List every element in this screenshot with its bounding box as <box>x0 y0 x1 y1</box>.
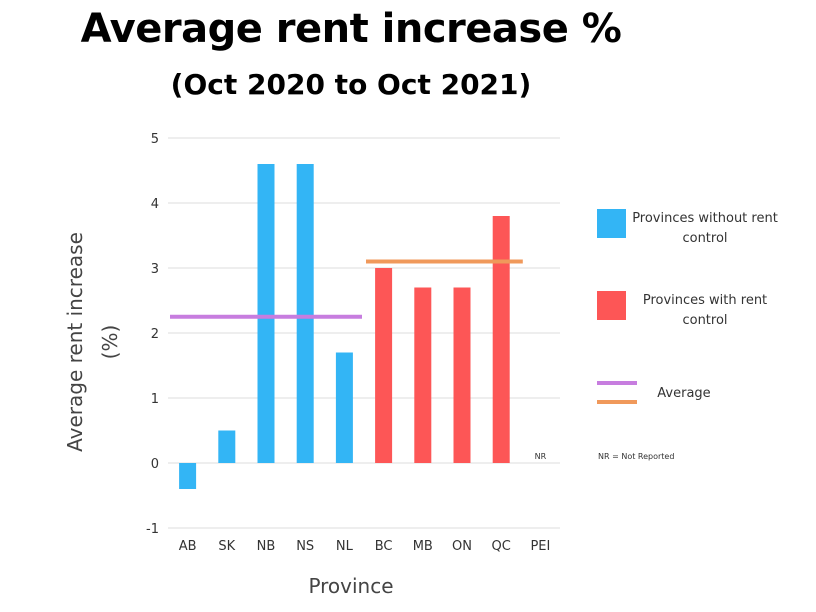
y-tick-label: 0 <box>151 457 159 472</box>
legend-swatch-without-rent-control <box>597 209 626 238</box>
y-tick-label: 4 <box>151 197 159 212</box>
x-tick-label-nb: NB <box>257 539 276 554</box>
x-tick-label-ab: AB <box>179 539 197 554</box>
y-axis-ticks: 5 4 3 2 1 0 -1 <box>146 132 159 537</box>
legend-label-without-line1: Provinces without rent <box>632 211 778 226</box>
bar-annotation-pei: NR <box>535 452 547 461</box>
x-tick-label-pei: PEI <box>530 539 550 554</box>
y-axis-title: Average rent increase <box>63 232 87 452</box>
x-tick-label-on: ON <box>452 539 472 554</box>
bar-on <box>453 287 471 463</box>
x-axis-ticks: AB SK NB NS NL BC MB ON QC PEI <box>179 539 551 554</box>
x-tick-label-mb: MB <box>413 539 433 554</box>
bars: NR <box>179 164 547 489</box>
y-tick-label: 1 <box>151 392 159 407</box>
bar-ab <box>179 463 197 489</box>
x-tick-label-bc: BC <box>375 539 393 554</box>
legend-note-not-reported: NR = Not Reported <box>598 452 674 461</box>
legend-swatch-with-rent-control <box>597 291 626 320</box>
chart-subtitle: (Oct 2020 to Oct 2021) <box>170 68 532 101</box>
legend-label-average: Average <box>657 386 710 401</box>
legend-label-without-line2: control <box>682 231 727 246</box>
bar-nb <box>257 164 275 463</box>
x-axis-title: Province <box>308 574 393 598</box>
legend: Provinces without rent control Provinces… <box>597 209 778 461</box>
x-tick-label-ns: NS <box>296 539 314 554</box>
x-tick-label-sk: SK <box>218 539 235 554</box>
y-tick-label: 3 <box>151 262 159 277</box>
y-tick-label: 2 <box>151 327 159 342</box>
bar-mb <box>414 287 432 463</box>
bar-sk <box>218 430 236 463</box>
chart-title: Average rent increase % <box>80 6 622 52</box>
bar-bc <box>375 268 393 463</box>
x-tick-label-qc: QC <box>492 539 511 554</box>
x-tick-label-nl: NL <box>336 539 354 554</box>
legend-label-with-line2: control <box>682 313 727 328</box>
y-axis-title-unit: (%) <box>98 325 122 360</box>
bar-nl <box>335 352 353 463</box>
legend-label-with-line1: Provinces with rent <box>643 293 767 308</box>
average-lines <box>170 259 523 319</box>
y-tick-label: 5 <box>151 132 159 147</box>
bar-qc <box>492 216 510 463</box>
y-tick-label: -1 <box>146 522 159 537</box>
bar-ns <box>296 164 314 463</box>
